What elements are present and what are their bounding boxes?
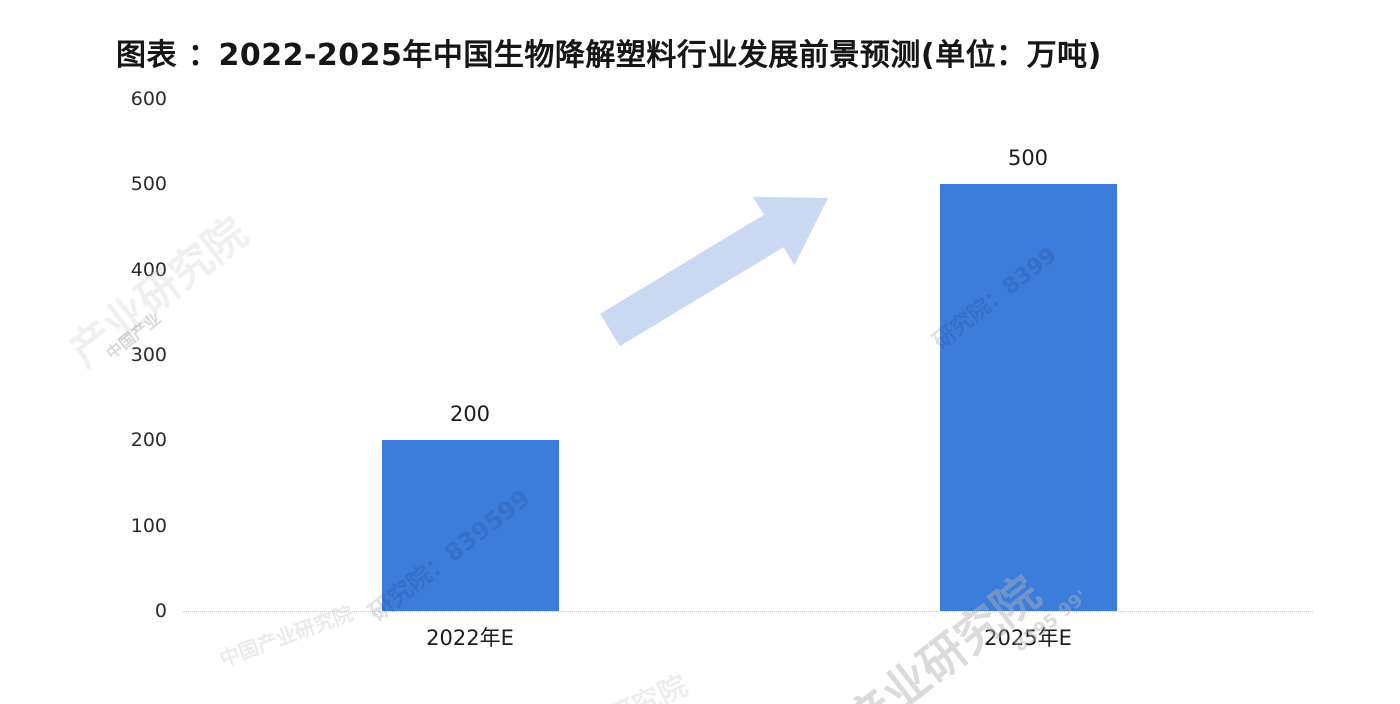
bar-2022年E bbox=[381, 440, 559, 611]
growth-arrow-icon bbox=[600, 170, 840, 360]
y-tick-label: 400 bbox=[130, 258, 167, 281]
page-title: 图表 ：2022-2025年中国生物降解塑料行业发展前景预测(单位：万吨) bbox=[116, 38, 1102, 73]
y-tick-label: 500 bbox=[130, 173, 167, 196]
y-tick-label: 0 bbox=[154, 600, 167, 622]
y-tick-label: 300 bbox=[130, 344, 167, 366]
y-tick-label: 600 bbox=[130, 88, 167, 110]
watermark-text: 中国产业研究院 bbox=[216, 600, 357, 672]
y-tick-label: 100 bbox=[130, 514, 167, 537]
watermark-text: 研究院 bbox=[602, 669, 693, 704]
y-tick-label: 200 bbox=[130, 429, 167, 452]
x-axis-category-label: 2022年E bbox=[426, 626, 514, 650]
bar-2025年E bbox=[939, 184, 1117, 611]
bar-value-label: 500 bbox=[1007, 146, 1049, 171]
x-axis-category-label: 2025年E bbox=[984, 626, 1072, 650]
x-axis-line bbox=[183, 611, 1313, 612]
bar-value-label: 200 bbox=[449, 402, 491, 427]
